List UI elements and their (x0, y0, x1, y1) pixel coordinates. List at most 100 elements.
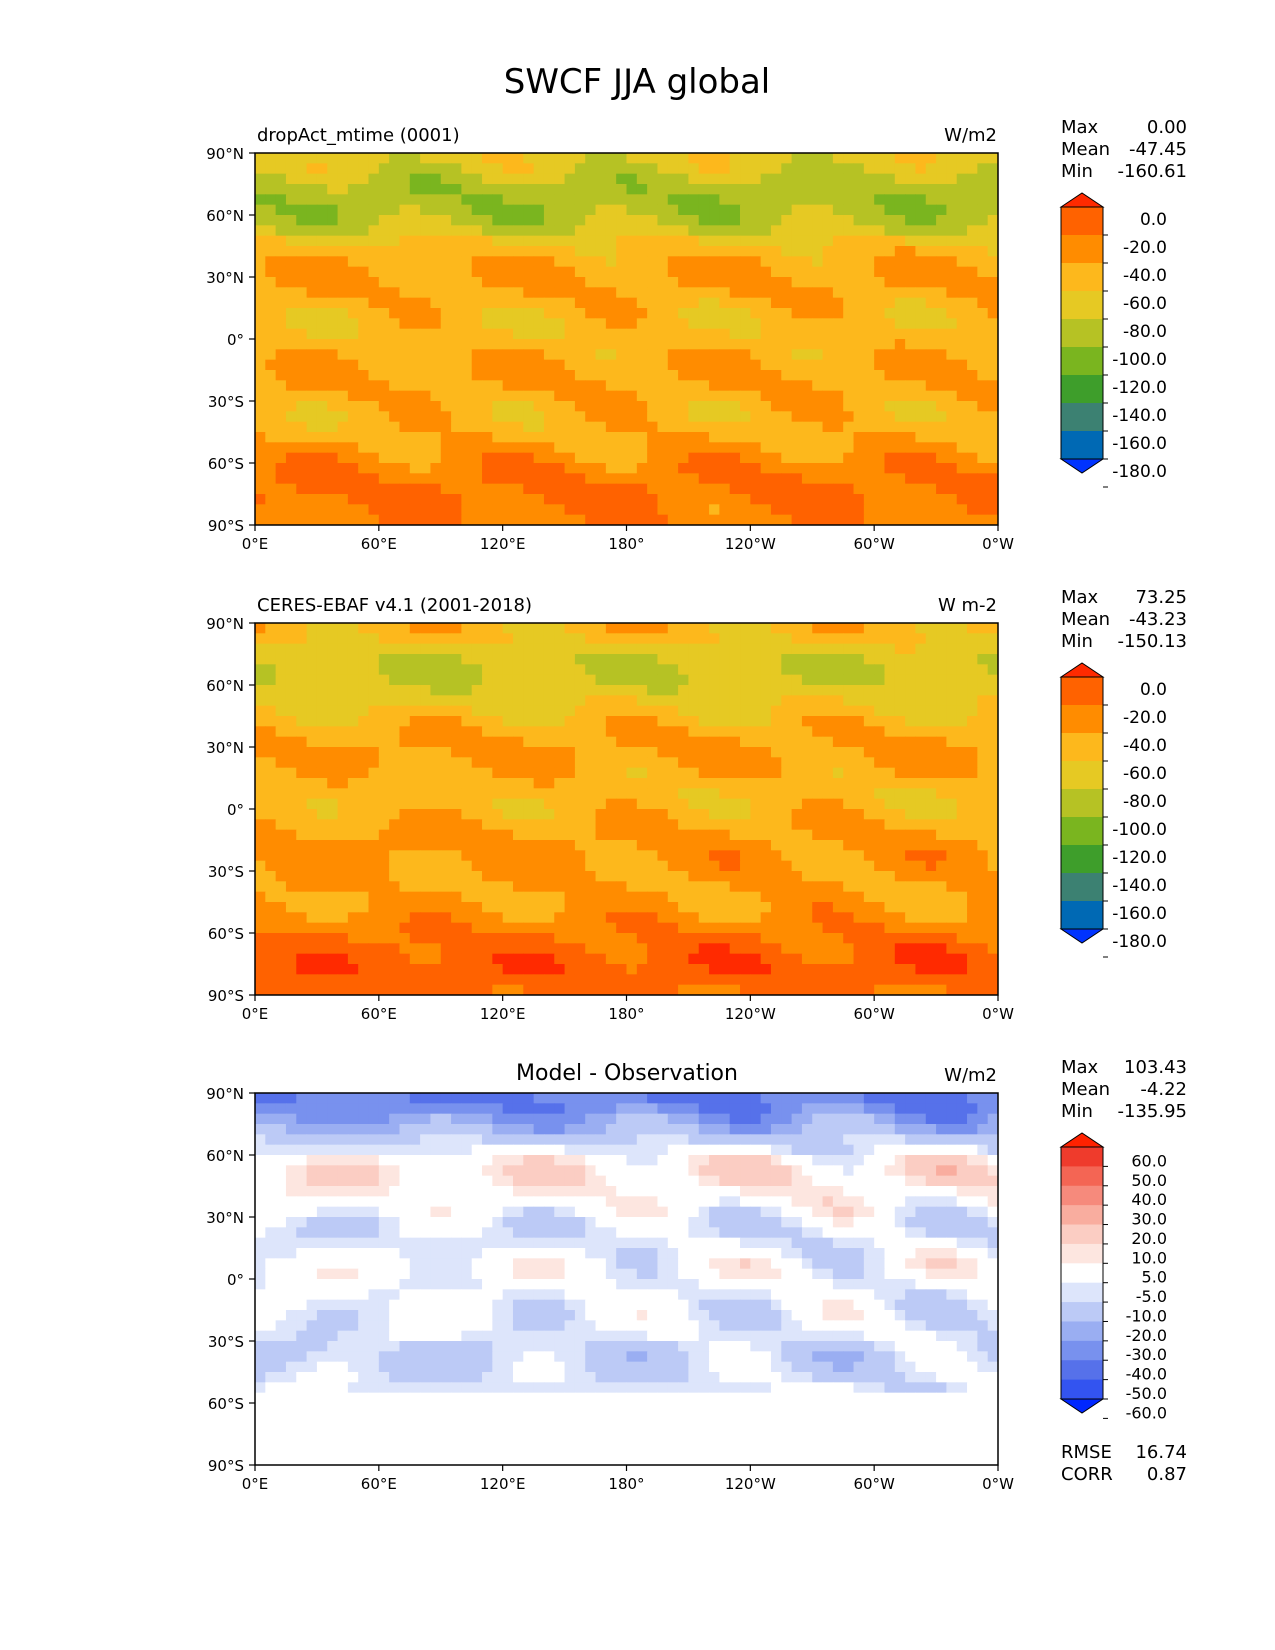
map-cell (636, 514, 648, 526)
map-cell (853, 494, 865, 505)
map-cell (347, 819, 359, 831)
map-cell (482, 623, 493, 634)
map-cell (440, 215, 452, 226)
map-cell (636, 504, 648, 516)
map-cell (358, 349, 370, 361)
map-cell (595, 473, 607, 485)
map-cell (471, 163, 483, 175)
map-cell (812, 633, 824, 645)
map-cell (812, 922, 824, 934)
map-cell (946, 339, 958, 350)
map-cell (760, 922, 772, 934)
map-cell (987, 318, 999, 330)
map-cell (801, 328, 813, 340)
map-cell (791, 287, 803, 299)
map-cell (884, 411, 896, 423)
map-cell (915, 359, 927, 371)
map-cell (605, 860, 617, 872)
map-cell (832, 359, 844, 371)
map-cell (265, 778, 277, 789)
map-cell (956, 297, 968, 309)
map-cell (409, 798, 421, 810)
map-cell (440, 442, 452, 454)
map-cell (987, 840, 999, 851)
map-cell (688, 390, 700, 402)
map-cell (667, 933, 679, 944)
map-cell (255, 953, 266, 965)
map-cell (533, 173, 545, 185)
map-cell (905, 891, 916, 903)
map-cell (265, 767, 277, 779)
map-cell (884, 204, 896, 216)
map-cell (440, 633, 452, 645)
map-cell (285, 235, 297, 247)
map-cell (688, 819, 700, 831)
map-cell (678, 463, 689, 474)
map-cell (399, 401, 411, 412)
map-cell (523, 483, 535, 495)
map-cell (327, 767, 339, 779)
map-cell (616, 370, 627, 381)
map-cell (894, 432, 906, 443)
map-cell (368, 452, 380, 464)
map-cell (533, 297, 545, 309)
map-cell (451, 401, 462, 412)
map-cell (296, 359, 308, 371)
map-cell (512, 494, 524, 505)
map-cell (554, 643, 566, 655)
map-cell (863, 871, 875, 882)
map-cell (265, 850, 277, 862)
map-cell (791, 339, 803, 350)
map-cell (471, 840, 483, 851)
map-cell (760, 778, 772, 789)
map-cell (585, 778, 597, 789)
map-cell (781, 297, 793, 309)
map-cell (678, 473, 689, 485)
map-cell (430, 871, 442, 882)
map-cell (863, 370, 875, 381)
map-cell (843, 339, 855, 350)
map-cell (740, 798, 751, 810)
map-cell (399, 277, 411, 288)
map-cell (760, 235, 772, 247)
map-cell (977, 623, 989, 634)
map-cell (667, 494, 679, 505)
map-cell (585, 266, 597, 278)
map-cell (399, 163, 411, 175)
map-cell (409, 442, 421, 454)
map-cell (750, 695, 762, 707)
map-cell (389, 664, 400, 676)
map-cell (636, 633, 648, 645)
map-cell (967, 736, 978, 748)
map-cell (657, 328, 669, 340)
map-cell (337, 380, 349, 392)
map-cell (451, 788, 462, 800)
map-cell (389, 819, 400, 831)
map-cell (853, 432, 865, 443)
map-cell (647, 933, 658, 944)
map-cell (255, 674, 266, 686)
map-cell (967, 173, 978, 185)
map-cell (275, 902, 287, 913)
map-cell (368, 194, 380, 206)
map-cell (678, 359, 689, 371)
map-cell (461, 359, 473, 371)
map-cell (420, 163, 431, 175)
map-cell (884, 829, 896, 841)
map-cell (853, 705, 865, 717)
map-cell (770, 380, 782, 392)
map-cell (636, 809, 648, 820)
map-cell (327, 225, 339, 237)
map-cell (327, 933, 339, 944)
map-cell (843, 933, 855, 944)
map-cell (936, 623, 947, 634)
map-cell (337, 726, 349, 738)
map-cell (626, 256, 638, 268)
map-cell (605, 922, 617, 934)
map-cell (729, 359, 741, 371)
map-cell (440, 297, 452, 309)
map-cell (595, 380, 607, 392)
map-cell (554, 401, 566, 412)
map-cell (595, 432, 607, 443)
map-cell (337, 235, 349, 247)
